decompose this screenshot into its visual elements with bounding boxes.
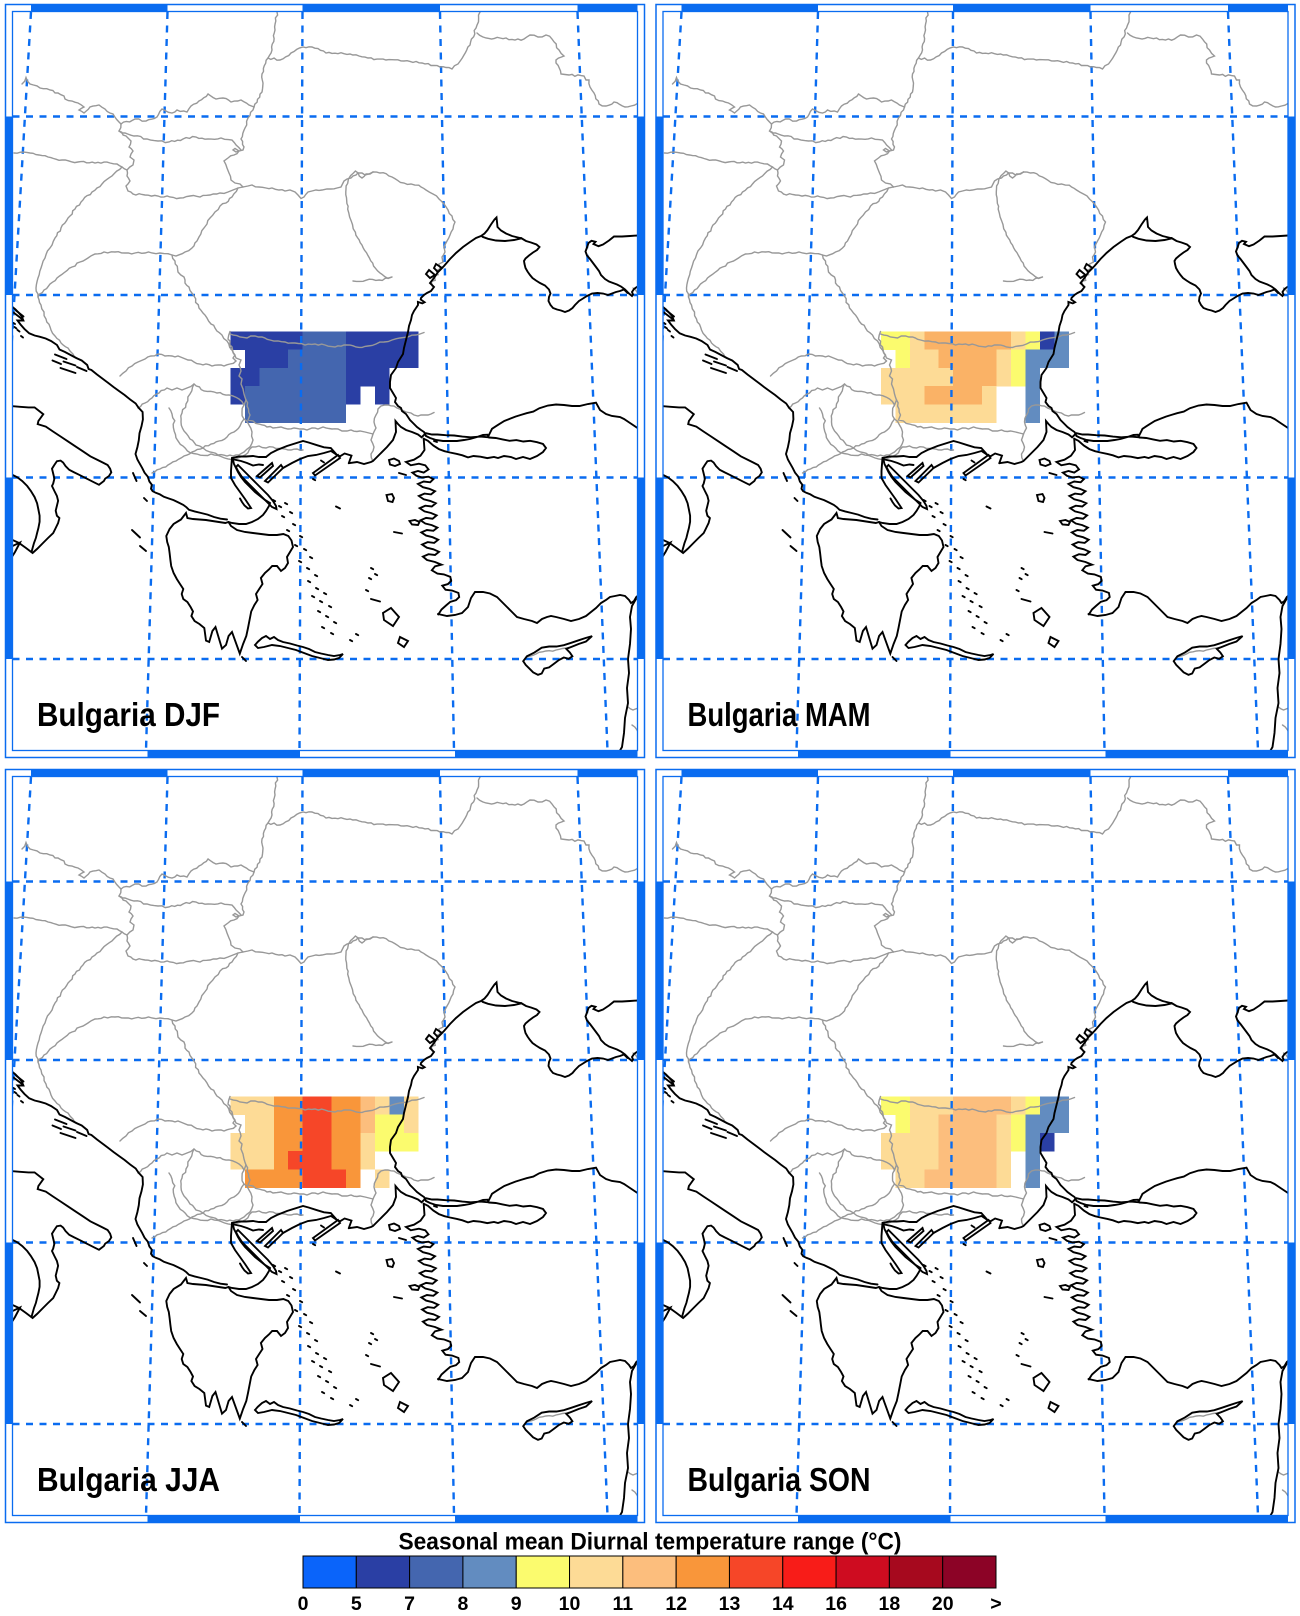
svg-text:14: 14 [772, 1593, 794, 1615]
svg-text:18: 18 [879, 1593, 901, 1615]
svg-text:>: > [990, 1593, 1001, 1615]
svg-text:Bulgaria MAM: Bulgaria MAM [688, 697, 871, 734]
svg-text:Seasonal mean Diurnal temperat: Seasonal mean Diurnal temperature range … [399, 1529, 902, 1556]
svg-text:20: 20 [932, 1593, 954, 1615]
svg-text:11: 11 [612, 1593, 633, 1615]
svg-text:13: 13 [719, 1593, 741, 1615]
svg-text:16: 16 [825, 1593, 847, 1615]
svg-text:8: 8 [457, 1593, 468, 1615]
svg-text:Bulgaria SON: Bulgaria SON [688, 1462, 871, 1499]
svg-text:7: 7 [404, 1593, 415, 1615]
svg-text:12: 12 [665, 1593, 687, 1615]
svg-text:0: 0 [298, 1593, 309, 1615]
svg-text:Bulgaria DJF: Bulgaria DJF [37, 697, 220, 734]
svg-text:9: 9 [511, 1593, 522, 1615]
svg-text:5: 5 [351, 1593, 362, 1615]
svg-text:Bulgaria JJA: Bulgaria JJA [37, 1462, 220, 1499]
svg-text:10: 10 [559, 1593, 581, 1615]
